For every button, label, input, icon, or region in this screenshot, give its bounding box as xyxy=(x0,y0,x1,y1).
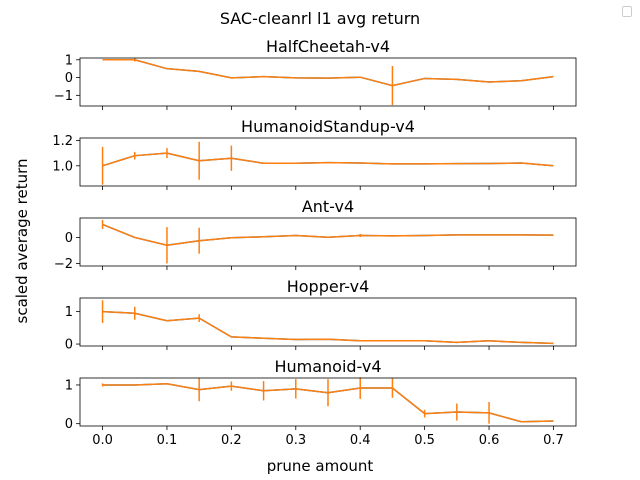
subplot-1: HalfCheetah-v4 1 0 −1 xyxy=(54,37,577,110)
y-tick-label: −2 xyxy=(54,257,73,272)
x-tick-label: 0.0 xyxy=(92,433,113,448)
y-tick-label: 0 xyxy=(65,71,73,86)
errorbar-series-line xyxy=(102,59,554,87)
subplots-group: HalfCheetah-v4 1 0 −1 HumanoidStandup-v4 1.2 1… xyxy=(52,37,577,448)
y-tick-label: 0 xyxy=(65,417,73,432)
subplot-2: HumanoidStandup-v4 1.2 1.0 xyxy=(52,117,577,190)
errorbar-series-line xyxy=(102,152,554,167)
axes-frame xyxy=(79,217,577,267)
x-tick-label: 0.6 xyxy=(479,433,500,448)
legend-marker xyxy=(622,6,632,17)
x-axis-label: prune amount xyxy=(267,457,374,475)
y-tick-label: 1 xyxy=(65,53,73,68)
y-tick-label: 1 xyxy=(65,305,73,320)
y-tick-label: −1 xyxy=(54,89,73,104)
subplot-title: Hopper-v4 xyxy=(287,277,370,296)
x-tick-label: 0.2 xyxy=(221,433,242,448)
figure-suptitle: SAC-cleanrl l1 avg return xyxy=(220,9,420,28)
axes-frame xyxy=(79,297,577,347)
subplot-5: Humanoid-v4 1 0 0.0 0.1 0.2 0.3 0.4 0.5 0.6 0.7 xyxy=(65,357,577,448)
errorbar-series-line xyxy=(102,310,554,345)
y-tick-label: 1.2 xyxy=(52,134,73,149)
x-tick-label: 0.4 xyxy=(350,433,371,448)
subplot-title: HalfCheetah-v4 xyxy=(266,37,390,56)
axes-frame xyxy=(79,57,577,107)
x-tick-label: 0.1 xyxy=(157,433,178,448)
y-axis-label: scaled average return xyxy=(13,159,31,324)
y-tick-label: 1.0 xyxy=(52,159,73,174)
x-tick-label: 0.3 xyxy=(285,433,306,448)
subplot-title: Humanoid-v4 xyxy=(274,357,381,376)
y-tick-label: 0 xyxy=(65,231,73,246)
axes-frame xyxy=(79,137,577,187)
x-tick-label: 0.7 xyxy=(543,433,564,448)
subplot-4: Hopper-v4 1 0 xyxy=(65,277,577,353)
errorbar-series-line xyxy=(102,223,554,247)
y-tick-label: 0 xyxy=(65,338,73,353)
subplot-title: HumanoidStandup-v4 xyxy=(241,117,415,136)
subplot-3: Ant-v4 0 −2 xyxy=(54,197,577,272)
x-tick-label: 0.5 xyxy=(414,433,435,448)
axes-frame xyxy=(79,377,577,427)
y-tick-label: 1 xyxy=(65,378,73,393)
subplot-title: Ant-v4 xyxy=(302,197,354,216)
